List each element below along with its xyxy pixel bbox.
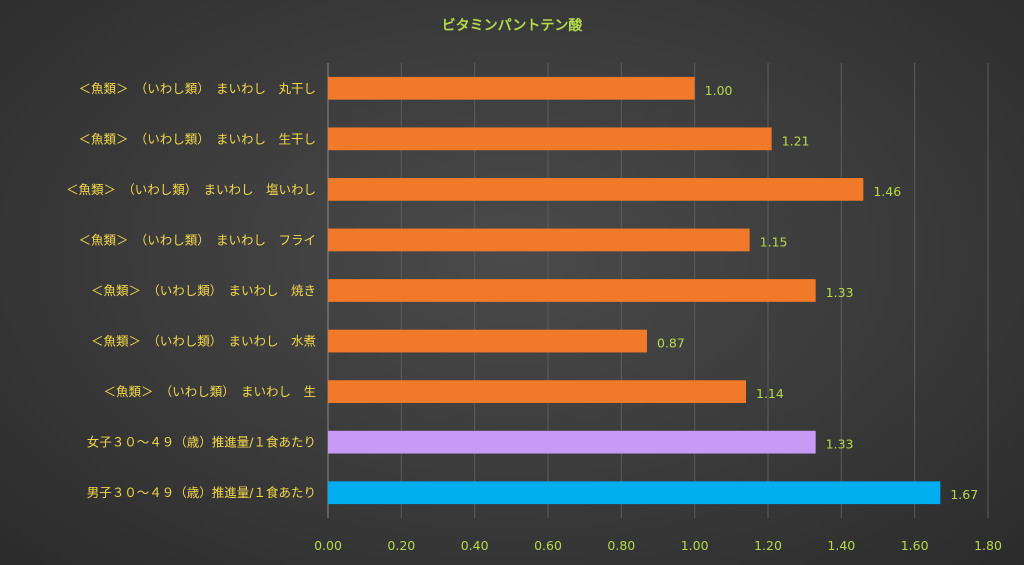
category-label: 女子３０～４９（歳）推進量/１食あたり (87, 435, 316, 450)
category-label: ＜魚類＞ （いわし類） まいわし 生干し (78, 131, 316, 146)
bars (328, 76, 941, 505)
x-axis-ticks: 0.00 0.20 0.40 0.60 0.80 1.00 1.20 1.40 1.60 1.80 (314, 538, 1002, 553)
category-labels: ＜魚類＞ （いわし類） まいわし 丸干し ＜魚類＞ （いわし類） まいわし 生干し… (66, 81, 316, 500)
data-label: 1.67 (950, 487, 978, 502)
category-label: ＜魚類＞ （いわし類） まいわし 水煮 (91, 334, 316, 349)
x-tick-label: 0.80 (607, 538, 635, 553)
bar (328, 127, 772, 151)
data-label: 1.33 (826, 285, 854, 300)
data-label: 1.33 (826, 437, 854, 452)
x-tick-label: 1.20 (754, 538, 782, 553)
x-tick-label: 1.60 (901, 538, 929, 553)
x-tick-label: 0.00 (314, 538, 342, 553)
chart-title: ビタミンパントテン酸 (442, 17, 584, 34)
x-tick-label: 0.40 (461, 538, 489, 553)
bar (328, 430, 816, 454)
category-label: ＜魚類＞ （いわし類） まいわし 丸干し (78, 81, 316, 96)
x-tick-label: 1.80 (974, 538, 1002, 553)
x-tick-label: 0.60 (534, 538, 562, 553)
data-label: 1.14 (756, 386, 784, 401)
category-label: ＜魚類＞ （いわし類） まいわし フライ (78, 232, 316, 247)
category-label: ＜魚類＞ （いわし類） まいわし 焼き (91, 283, 316, 298)
data-label: 1.21 (782, 133, 810, 148)
category-label: 男子３０～４９（歳）推進量/１食あたり (87, 485, 316, 500)
bar (328, 481, 941, 505)
data-label: 1.15 (760, 234, 788, 249)
value-labels: 1.00 1.21 1.46 1.15 1.33 0.87 1.14 1.33 1.67 (657, 83, 978, 502)
x-tick-label: 0.20 (387, 538, 415, 553)
bar (328, 279, 816, 302)
bar (328, 228, 750, 252)
data-label: 1.00 (705, 83, 733, 98)
x-tick-label: 1.40 (827, 538, 855, 553)
category-label: ＜魚類＞ （いわし類） まいわし 塩いわし (66, 182, 316, 197)
category-label: ＜魚類＞ （いわし類） まいわし 生 (103, 384, 316, 399)
bar (328, 329, 647, 353)
data-label: 1.46 (873, 184, 901, 199)
data-label: 0.87 (657, 336, 685, 351)
bar (328, 178, 864, 201)
bar (328, 380, 746, 403)
bar (328, 76, 695, 100)
x-tick-label: 1.00 (681, 538, 709, 553)
